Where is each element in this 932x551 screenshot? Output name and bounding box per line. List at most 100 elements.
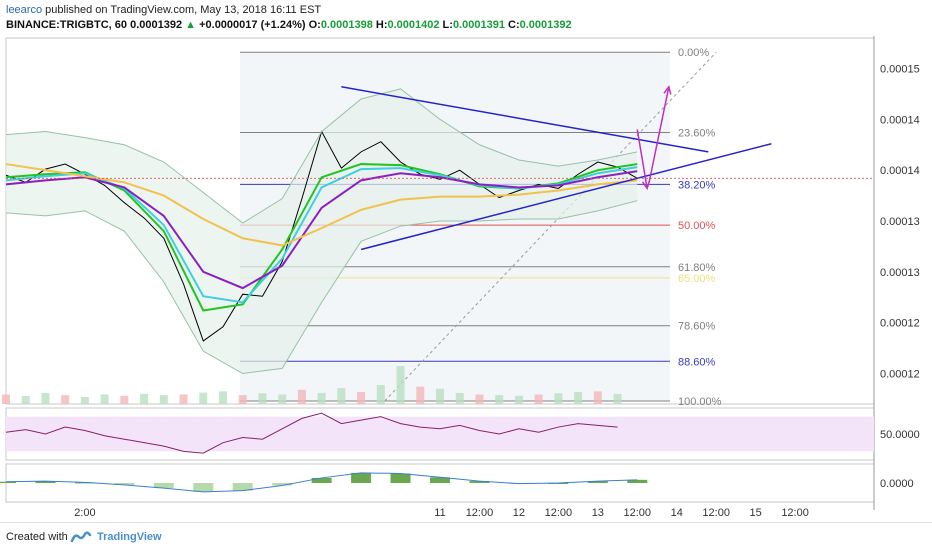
fib-level-label: 0.00% (678, 47, 709, 59)
volume-bar (554, 393, 563, 404)
fib-level-label: 78.60% (678, 321, 716, 333)
ohlc-line: BINANCE:TRIGBTC, 60 0.0001392 ▲ +0.00000… (6, 19, 572, 31)
price-change: +0.0000017 (+1.24%) (199, 19, 306, 31)
triangle-trendline[interactable] (341, 86, 709, 153)
rsi-band (6, 416, 874, 452)
high-value: 0.0001402 (387, 19, 440, 31)
volume-bar (376, 385, 385, 404)
volume-bar (238, 395, 247, 404)
fib-level-label: 61.80% (678, 262, 716, 274)
macd-histogram-bar (153, 483, 174, 489)
time-tick-label: 2:00 (74, 507, 95, 519)
arrowhead-icon (641, 180, 651, 191)
open-label: O: (308, 19, 321, 31)
volume-bar (613, 393, 622, 404)
volume-bar (80, 397, 89, 404)
volume-bar (574, 391, 583, 404)
price-tick-label: 0.00014 (880, 114, 920, 126)
projection-arrow[interactable] (636, 129, 648, 189)
price-tick-label: 0.00012 (880, 318, 920, 330)
macd-histogram-bar (35, 481, 56, 483)
time-axis[interactable]: 2:00 11 12:00 12 12:00 13 12:00 14 12:00 15 12:00 (74, 507, 809, 519)
chart-canvas[interactable]: 0.00% 23.60% 38.20% 50.00% 61.80%65.00% 78.60… (0, 36, 932, 522)
macd-histogram-bar (627, 479, 648, 483)
macd-histogram-bar (390, 473, 411, 483)
price-tick-label: 0.00013 (880, 267, 920, 279)
fib-level-label: 65.00% (678, 273, 716, 285)
price-tick-label: 0.00015 (880, 64, 920, 76)
author-name[interactable]: leearco (6, 4, 43, 16)
high-label: H: (375, 19, 388, 31)
price-tick-label: 0.00012 (880, 369, 920, 381)
macd-histogram-bar (114, 483, 135, 485)
volume-bar (21, 396, 30, 404)
time-tick-label: 13 (592, 507, 604, 519)
volume-bar (416, 386, 425, 404)
macd-panel[interactable] (0, 472, 648, 493)
close-value: 0.0001392 (519, 19, 572, 31)
last-price: 0.0001392 (130, 19, 183, 31)
tradingview-logo-icon[interactable] (70, 530, 92, 544)
volume-bar (140, 393, 149, 404)
volume-bar (396, 366, 405, 404)
volume-bar (514, 395, 523, 404)
macd-histogram-bar (232, 483, 253, 491)
volume-bar (436, 388, 444, 404)
time-tick-label: 12 (513, 507, 525, 519)
macd-line[interactable] (5, 472, 638, 493)
fib-level-label: 50.00% (678, 220, 716, 232)
volume-bar (317, 392, 326, 404)
rsi-tick-label: 50.0000 (880, 429, 920, 441)
bollinger-band-line[interactable] (5, 200, 638, 375)
macd-histogram-bar (193, 483, 214, 492)
volume-bar (278, 394, 287, 404)
publish-info: leearco published on TradingView.com, Ma… (6, 4, 321, 16)
rsi-line[interactable] (5, 412, 618, 454)
macd-tick-label: 0.0000 (880, 478, 914, 490)
macd-histogram-bar (469, 481, 490, 483)
created-with-text: Created with (6, 531, 68, 543)
open-value: 0.0001398 (320, 19, 373, 31)
macd-histogram-bar (351, 472, 372, 483)
volume-bar (297, 389, 306, 404)
volume-bar (337, 388, 346, 404)
time-tick-label: 12:00 (545, 507, 573, 519)
price-axis[interactable]: 0.00012 0.00012 0.00013 0.00013 0.00014 0.000… (880, 64, 920, 491)
footer: Created with TradingView (0, 522, 932, 551)
price-panel[interactable]: 0.00% 23.60% 38.20% 50.00% 61.80%65.00% 78.60… (5, 47, 874, 408)
up-triangle-icon: ▲ (185, 19, 197, 31)
triangle-trendline[interactable] (360, 143, 772, 251)
bollinger-band-fill (6, 88, 638, 374)
price-tick-label: 0.00014 (880, 165, 920, 177)
time-tick-label: 12:00 (702, 507, 730, 519)
volume-bar (100, 394, 109, 404)
time-tick-label: 15 (750, 507, 762, 519)
volume-bar (455, 392, 464, 404)
low-label: L: (442, 19, 453, 31)
price-tick-label: 0.00013 (880, 216, 920, 228)
volume-bar (258, 393, 267, 404)
rsi-panel[interactable] (5, 412, 874, 454)
volume-bar (159, 395, 168, 404)
fib-trend-dashed (384, 51, 717, 402)
tradingview-brand[interactable]: TradingView (97, 531, 162, 543)
moving-average-line[interactable] (5, 163, 638, 247)
volume-bar (199, 392, 208, 404)
fib-level-label: 88.60% (678, 356, 716, 368)
volume-bar (179, 394, 188, 404)
volume-bar (475, 394, 484, 404)
time-tick-label: 11 (434, 507, 445, 519)
low-value: 0.0001391 (452, 19, 505, 31)
macd-histogram-bar (430, 477, 450, 483)
time-tick-label: 12:00 (624, 507, 652, 519)
close-label: C: (508, 19, 520, 31)
time-tick-label: 12:00 (466, 507, 494, 519)
bollinger-band-line[interactable] (5, 88, 638, 224)
projection-arrow[interactable] (648, 86, 670, 183)
volume-bar (219, 391, 227, 404)
macd-histogram-bar (587, 481, 608, 483)
moving-average-line[interactable] (5, 170, 638, 290)
time-tick-label: 12:00 (781, 507, 809, 519)
volume-bar (495, 395, 504, 404)
fib-level-label: 23.60% (678, 128, 716, 140)
